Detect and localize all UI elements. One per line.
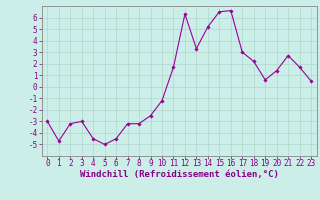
X-axis label: Windchill (Refroidissement éolien,°C): Windchill (Refroidissement éolien,°C) <box>80 170 279 179</box>
